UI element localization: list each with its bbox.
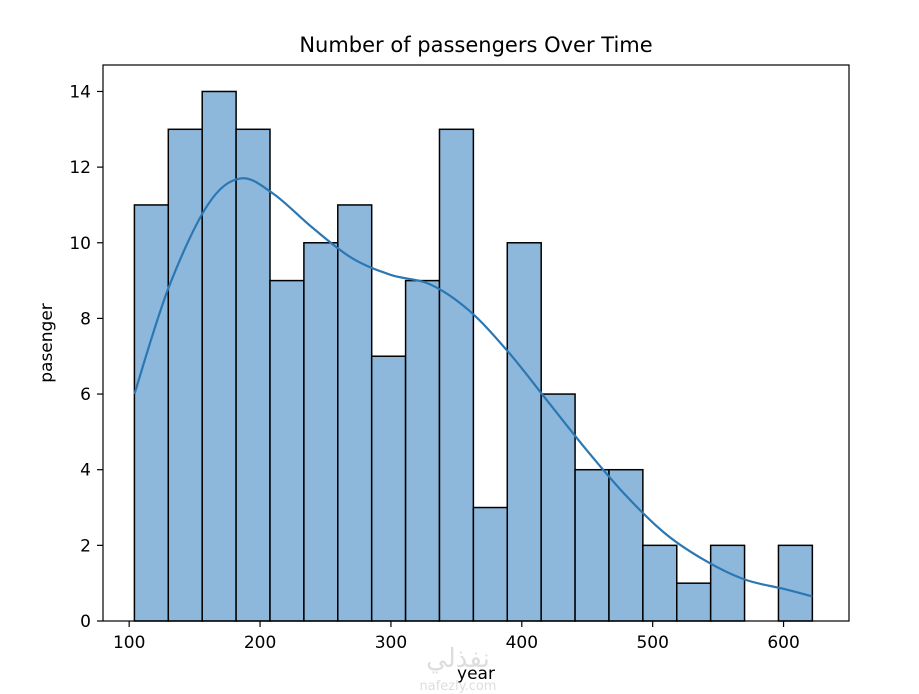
histogram-bar (676, 582, 712, 622)
histogram-bar (574, 468, 610, 622)
histogram-bar (269, 279, 305, 622)
y-tick-label: 6 (80, 385, 91, 405)
histogram-bar (201, 90, 237, 622)
kde-curve (133, 177, 813, 598)
x-tick-label: 100 (113, 633, 145, 653)
y-tick-label: 12 (69, 158, 91, 178)
x-tick-label: 600 (767, 633, 799, 653)
histogram-bar (438, 128, 475, 622)
histogram-bar (709, 544, 746, 622)
watermark-logo: نفذلي (426, 644, 490, 674)
y-tick-label: 4 (80, 461, 91, 481)
x-tick-label: 200 (244, 633, 276, 653)
x-tick-label: 400 (506, 633, 538, 653)
y-tick-label: 0 (80, 612, 91, 632)
histogram-bar (540, 393, 576, 622)
bars-group (133, 90, 814, 622)
histogram-bar (472, 506, 509, 622)
y-tick-label: 14 (69, 82, 91, 102)
histogram-bar (404, 279, 441, 622)
histogram-bar (235, 128, 271, 622)
histogram-bar (608, 468, 644, 622)
histogram-bar (337, 204, 373, 622)
y-tick-label: 8 (80, 309, 91, 329)
y-axis-ticks: 0 2 4 6 8 10 12 14 (69, 82, 103, 632)
histogram-bar (777, 544, 814, 622)
histogram-bar (303, 242, 339, 622)
y-axis-label: pasenger (37, 303, 57, 383)
x-axis-ticks: 100 200 300 400 500 600 (113, 621, 800, 653)
y-tick-label: 10 (69, 234, 91, 254)
y-tick-label: 2 (80, 536, 91, 556)
x-tick-label: 300 (375, 633, 407, 653)
histogram-bar (133, 204, 170, 622)
histogram-bar (506, 242, 542, 622)
x-tick-label: 500 (636, 633, 668, 653)
watermark-url: nafezly.com (420, 679, 497, 694)
x-axis-label: year (457, 664, 495, 684)
histogram-bar (642, 544, 678, 622)
histogram-bar (167, 128, 203, 622)
chart-title: Number of passengers Over Time (299, 33, 652, 57)
histogram-bar (370, 355, 407, 622)
plot-frame (102, 64, 850, 622)
